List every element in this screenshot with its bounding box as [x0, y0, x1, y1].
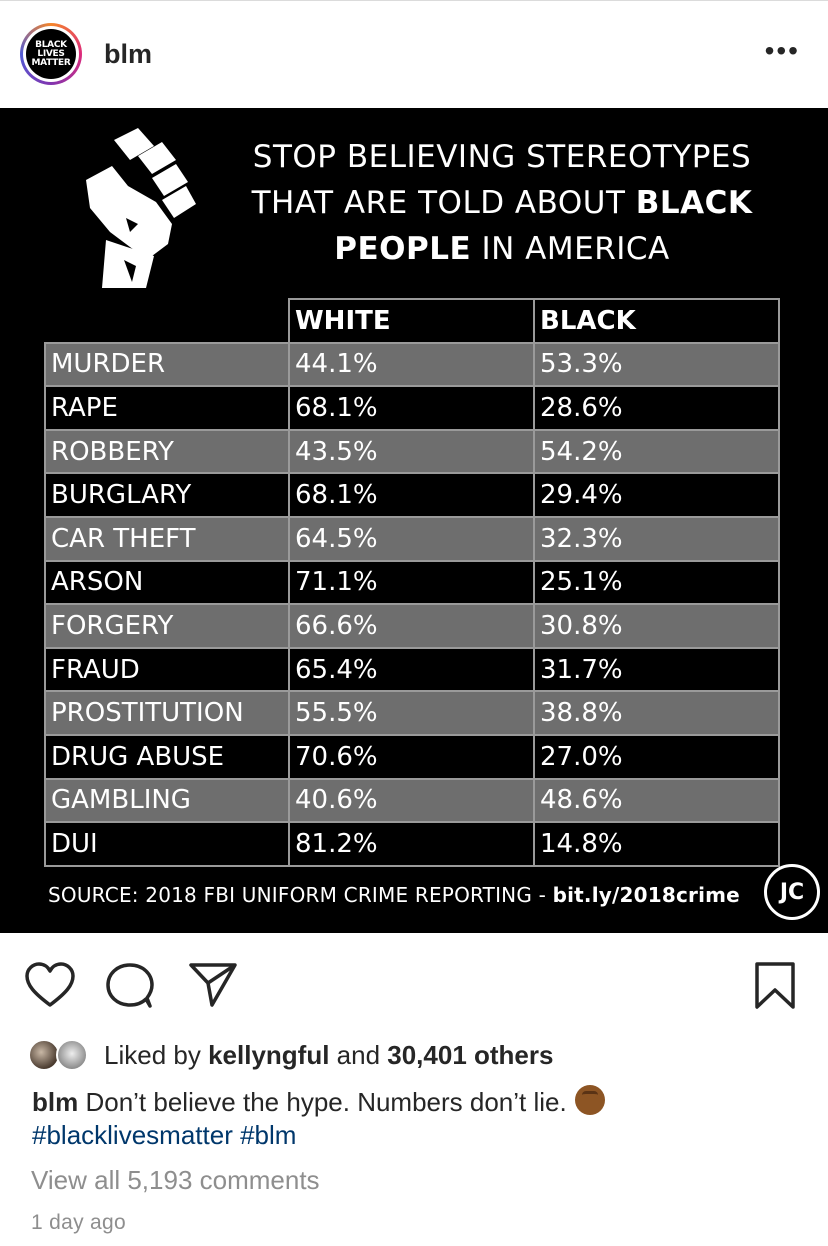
post-timestamp: 1 day ago — [31, 1211, 126, 1234]
white-percentage: 70.6% — [288, 733, 535, 780]
table-row: GAMBLING 40.6% 48.6% — [44, 777, 780, 824]
source-link: bit.ly/2018crime — [552, 883, 740, 907]
avatar-logo: BLACK LIVES MATTER — [26, 29, 76, 79]
headline-line-1: STOP BELIEVING STEREOTYPES — [252, 139, 752, 175]
white-percentage: 64.5% — [288, 515, 535, 562]
hashtag-link[interactable]: #blacklivesmatter — [32, 1120, 233, 1150]
black-percentage: 48.6% — [533, 777, 780, 824]
table-row: RAPE 68.1% 28.6% — [44, 385, 780, 431]
table-row: CAR THEFT 64.5% 32.3% — [44, 515, 780, 562]
black-percentage: 29.4% — [533, 472, 780, 518]
black-percentage: 27.0% — [533, 733, 780, 780]
post-header: BLACK LIVES MATTER blm ••• — [0, 0, 828, 108]
black-percentage: 28.6% — [533, 385, 780, 431]
column-header-white: WHITE — [288, 298, 535, 344]
avatar-border: BLACK LIVES MATTER — [23, 26, 79, 82]
white-percentage: 65.4% — [288, 646, 535, 693]
send-icon[interactable] — [188, 961, 238, 1009]
raised-fist-icon — [86, 128, 196, 288]
table-row: MURDER 44.1% 53.3% — [44, 341, 780, 388]
crime-stats-table: WHITE BLACK MURDER 44.1% 53.3% RAPE 68.1% 28.… — [44, 298, 780, 867]
crime-label: CAR THEFT — [44, 515, 290, 562]
crime-label: GAMBLING — [44, 777, 290, 824]
black-percentage: 53.3% — [533, 341, 780, 388]
headline-line-2-bold: BLACK — [635, 185, 753, 221]
table-row: FORGERY 66.6% 30.8% — [44, 603, 780, 649]
column-header-black: BLACK — [533, 298, 780, 344]
source-caption: SOURCE: 2018 FBI UNIFORM CRIME REPORTING… — [48, 883, 740, 907]
avatar-text-3: MATTER — [31, 57, 71, 68]
white-percentage: 66.6% — [288, 603, 535, 649]
likes-text: Liked by kellyngful and 30,401 others — [104, 1040, 553, 1071]
headline-line-3-bold: PEOPLE — [334, 231, 472, 267]
crime-label: ROBBERY — [44, 428, 290, 475]
headline-line-2-plain: THAT ARE TOLD ABOUT — [251, 185, 636, 221]
likes-row[interactable]: Liked by kellyngful and 30,401 others — [28, 1035, 553, 1075]
hashtag-link[interactable]: #blm — [240, 1120, 297, 1150]
white-percentage: 71.1% — [288, 559, 535, 606]
action-bar — [0, 933, 828, 1033]
black-percentage: 32.3% — [533, 515, 780, 562]
crime-label: RAPE — [44, 385, 290, 431]
table-row: DRUG ABUSE 70.6% 27.0% — [44, 733, 780, 780]
table-corner — [45, 299, 289, 343]
table-body: MURDER 44.1% 53.3% RAPE 68.1% 28.6% ROBBERY 43.… — [44, 341, 780, 867]
post-image[interactable]: STOP BELIEVING STEREOTYPES THAT ARE TOLD… — [0, 108, 828, 933]
avatar-text-1: BLACK — [35, 39, 67, 50]
heart-icon[interactable] — [24, 961, 76, 1009]
liker-avatars — [28, 1037, 94, 1073]
comment-icon[interactable] — [104, 961, 156, 1009]
black-percentage: 25.1% — [533, 559, 780, 606]
liker-username[interactable]: kellyngful — [208, 1039, 330, 1070]
table-row: ROBBERY 43.5% 54.2% — [44, 428, 780, 475]
crime-label: PROSTITUTION — [44, 690, 290, 736]
table-row: DUI 81.2% 14.8% — [44, 821, 780, 867]
white-percentage: 44.1% — [288, 341, 535, 388]
white-percentage: 68.1% — [288, 385, 535, 431]
table-row: BURGLARY 68.1% 29.4% — [44, 472, 780, 518]
black-percentage: 38.8% — [533, 690, 780, 736]
raised-fist-emoji-icon — [574, 1085, 605, 1115]
black-percentage: 14.8% — [533, 821, 780, 867]
likes-middle: and — [329, 1039, 388, 1070]
crime-label: FORGERY — [44, 603, 290, 649]
table-row: ARSON 71.1% 25.1% — [44, 559, 780, 606]
bookmark-icon[interactable] — [752, 961, 798, 1011]
white-percentage: 43.5% — [288, 428, 535, 475]
jc-logo: JC — [764, 864, 820, 920]
view-comments-link[interactable]: View all 5,193 comments — [31, 1165, 320, 1195]
white-percentage: 55.5% — [288, 690, 535, 736]
black-percentage: 54.2% — [533, 428, 780, 475]
crime-label: BURGLARY — [44, 472, 290, 518]
crime-label: FRAUD — [44, 646, 290, 693]
crime-label: DUI — [44, 821, 290, 867]
source-text: SOURCE: 2018 FBI UNIFORM CRIME REPORTING… — [48, 883, 553, 907]
avatar-text-2: LIVES — [37, 48, 65, 59]
liker-avatar — [56, 1039, 88, 1071]
black-percentage: 30.8% — [533, 603, 780, 649]
post-headline: STOP BELIEVING STEREOTYPES THAT ARE TOLD… — [222, 134, 782, 272]
likes-prefix: Liked by — [104, 1039, 209, 1070]
white-percentage: 81.2% — [288, 821, 535, 867]
headline-line-3: PEOPLE IN AMERICA — [222, 226, 782, 272]
crime-label: MURDER — [44, 341, 290, 388]
post-caption: blm Don’t believe the hype. Numbers don’… — [32, 1085, 792, 1152]
table-row: PROSTITUTION 55.5% 38.8% — [44, 690, 780, 736]
more-options-button[interactable]: ••• — [764, 35, 800, 66]
black-percentage: 31.7% — [533, 646, 780, 693]
caption-username[interactable]: blm — [32, 1087, 79, 1117]
likes-count[interactable]: 30,401 others — [387, 1039, 554, 1070]
crime-label: DRUG ABUSE — [44, 733, 290, 780]
table-row: FRAUD 65.4% 31.7% — [44, 646, 780, 693]
white-percentage: 68.1% — [288, 472, 535, 518]
white-percentage: 40.6% — [288, 777, 535, 824]
headline-line-3-plain: IN AMERICA — [471, 231, 670, 267]
profile-avatar[interactable]: BLACK LIVES MATTER — [20, 23, 82, 85]
crime-label: ARSON — [44, 559, 290, 606]
post-username[interactable]: blm — [104, 39, 153, 69]
headline-line-2: THAT ARE TOLD ABOUT BLACK — [222, 180, 782, 226]
caption-text: Don’t believe the hype. Numbers don’t li… — [78, 1087, 567, 1117]
